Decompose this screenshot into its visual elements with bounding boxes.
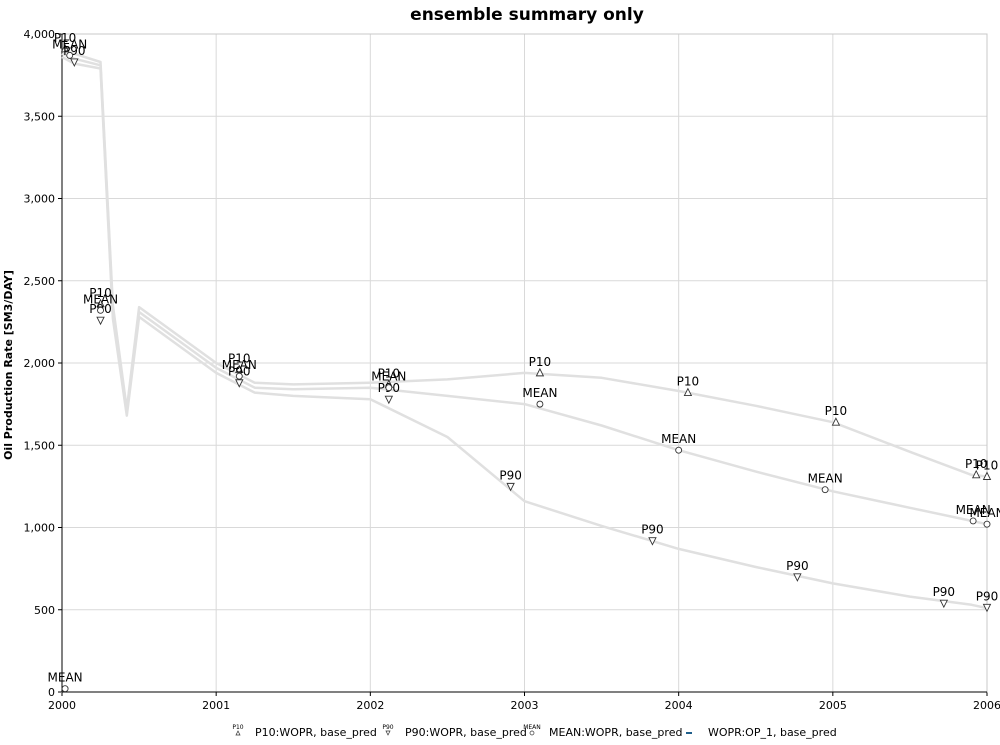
x-tick-label: 2002 [356, 699, 384, 712]
marker-label-p10: P10 [825, 404, 848, 418]
marker-label-p10: P10 [89, 286, 112, 300]
marker-label-mean: MEAN [52, 37, 87, 51]
legend-label: MEAN:WOPR, base_pred [549, 726, 682, 739]
legend-swatch [235, 730, 241, 736]
marker-p10 [683, 387, 693, 397]
y-tick-label: 2,500 [24, 275, 56, 288]
y-tick-label: 1,000 [24, 522, 56, 535]
marker-label-mean: MEAN [522, 386, 557, 400]
marker-p90 [982, 603, 992, 613]
legend-swatch [529, 730, 535, 736]
y-tick-label: 3,000 [24, 193, 56, 206]
marker-label-p10: P10 [228, 352, 251, 366]
marker-label-p10: P10 [378, 366, 401, 380]
marker-mean [821, 486, 829, 494]
marker-p10 [831, 417, 841, 426]
marker-label-mean: MEAN [661, 432, 696, 446]
marker-label-p90: P90 [933, 585, 956, 599]
marker-label-p90: P90 [786, 559, 809, 573]
marker-label-p90: P90 [976, 589, 999, 603]
marker-mean [385, 384, 393, 392]
y-tick-label: 4,000 [24, 28, 56, 41]
marker-label-mean: MEAN [83, 292, 118, 306]
series-markers: P10P10P10P10P10P10P10P10P10P90P90P90P90P… [48, 31, 1000, 693]
axes: 2000 2001 2002 2003 2004 2005 2006 0 500 1,000 1,5… [24, 28, 1000, 712]
chart-title: ensemble summary only [410, 5, 644, 25]
y-axis-label: Oil Production Rate [SM3/DAY] [2, 270, 15, 460]
marker-mean [97, 306, 104, 314]
marker-label-mean: MEAN [956, 503, 991, 517]
marker-label-p10: P10 [965, 457, 988, 471]
marker-p90 [235, 379, 244, 388]
series-line-mean [61, 52, 988, 526]
marker-mean [536, 400, 544, 408]
marker-label-p10: P10 [677, 375, 700, 389]
marker-label-p10: P10 [976, 459, 999, 473]
marker-mean [983, 520, 991, 528]
series-lines [61, 49, 988, 610]
marker-label-mean: MEAN [48, 671, 83, 685]
x-tick-label: 2000 [48, 699, 76, 712]
marker-p10 [982, 471, 992, 480]
marker-label-mean: MEAN [808, 472, 843, 486]
y-tick-label: 0 [48, 686, 55, 699]
y-tick-label: 2,000 [24, 357, 56, 370]
marker-label-mean: MEAN [371, 370, 406, 384]
legend-label: P10:WOPR, base_pred [255, 726, 377, 739]
x-tick-label: 2004 [665, 699, 693, 712]
marker-mean [675, 446, 683, 454]
marker-p90 [70, 58, 79, 67]
legend-item-p90[interactable]: P90 P90:WOPR, base_pred [382, 724, 527, 739]
marker-p90 [384, 395, 394, 405]
legend-label: P90:WOPR, base_pred [405, 726, 527, 739]
marker-label-p10: P10 [54, 31, 77, 45]
marker-label-mean: MEAN [969, 506, 1000, 520]
legend-item-p10[interactable]: P10 P10:WOPR, base_pred [232, 724, 377, 739]
marker-mean [235, 372, 243, 380]
marker-mean [66, 51, 74, 59]
legend-label: WOPR:OP_1, base_pred [708, 726, 837, 739]
x-tick-label: 2001 [202, 699, 230, 712]
legend-swatch [385, 730, 391, 736]
x-tick-label: 2006 [973, 699, 1000, 712]
marker-p90 [793, 573, 802, 582]
marker-p90 [939, 599, 949, 609]
marker-p10 [96, 298, 105, 308]
marker-p10 [60, 43, 70, 53]
legend-mini-label: MEAN [523, 724, 541, 731]
marker-p10 [535, 367, 545, 377]
legend-item-mean[interactable]: MEAN MEAN:WOPR, base_pred [523, 724, 682, 739]
marker-p90 [506, 482, 515, 492]
x-tick-label: 2003 [511, 699, 539, 712]
y-tick-label: 1,500 [24, 439, 56, 452]
y-tick-label: 500 [34, 604, 55, 617]
legend[interactable]: P10 P10:WOPR, base_pred P90 P90:WOPR, base_… [232, 724, 836, 739]
marker-p10 [235, 364, 244, 374]
marker-label-p90: P90 [499, 468, 522, 482]
marker-mean [969, 517, 977, 525]
marker-mean [61, 685, 69, 693]
y-tick-label: 3,500 [24, 110, 56, 123]
legend-mini-label: P90 [382, 724, 393, 731]
marker-p90 [96, 316, 105, 326]
marker-p90 [648, 537, 657, 546]
marker-label-p90: P90 [641, 523, 664, 537]
x-tick-label: 2005 [819, 699, 847, 712]
legend-item-op1[interactable]: WOPR:OP_1, base_pred [686, 726, 837, 739]
legend-mini-label: P10 [232, 724, 243, 731]
marker-label-mean: MEAN [222, 358, 257, 372]
marker-label-p90: P90 [228, 365, 251, 379]
marker-p10 [971, 469, 981, 479]
marker-label-p10: P10 [529, 355, 552, 369]
